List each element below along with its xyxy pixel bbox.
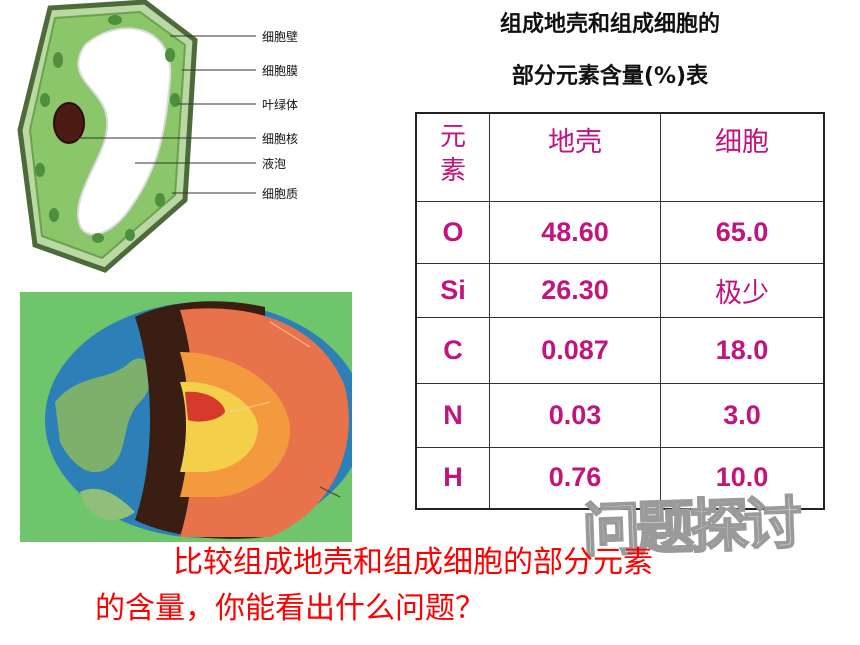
element-content-table: 元素 地壳 细胞 O 48.60 65.0 Si 26.30 极少 C 0.08…: [415, 112, 825, 510]
label-chloroplast: 叶绿体: [262, 98, 299, 112]
cell-cell-value: 18.0: [660, 316, 825, 384]
label-nucleus: 细胞核: [262, 132, 299, 146]
cell-crust-value: 48.60: [489, 200, 661, 264]
cell-crust-value: 0.087: [489, 316, 661, 384]
label-cell-wall: 细胞壁: [262, 30, 299, 44]
table-title-line2: 部分元素含量(%)表: [511, 64, 709, 89]
question-line2: 的含量，你能看出什么问题？: [95, 591, 485, 626]
table-row: H 0.76 10.0: [415, 446, 825, 510]
plant-cell-diagram: 细胞壁 细胞膜 叶绿体 细胞核 液泡 细胞质: [10, 0, 320, 275]
label-cytoplasm: 细胞质: [262, 187, 299, 201]
table-row: C 0.087 18.0: [415, 316, 825, 384]
label-vacuole: 液泡: [262, 157, 287, 171]
header-cell: 细胞: [660, 112, 825, 202]
cell-cell-value: 65.0: [660, 200, 825, 264]
cell-cell-value: 10.0: [660, 446, 825, 510]
cell-cell-value: 极少: [660, 262, 825, 318]
table-row: Si 26.30 极少: [415, 262, 825, 318]
cell-element: Si: [415, 262, 490, 318]
header-element: 元素: [415, 112, 490, 202]
plant-cell-illustration: [17, 0, 256, 273]
cell-element: H: [415, 446, 490, 510]
table-title-line1: 组成地壳和组成细胞的: [499, 12, 720, 37]
table-row: O 48.60 65.0: [415, 200, 825, 264]
cell-element: C: [415, 316, 490, 384]
cell-element: O: [415, 200, 490, 264]
question-line1: 比较组成地壳和组成细胞的部分元素: [173, 545, 653, 580]
header-crust: 地壳: [489, 112, 661, 202]
cell-cell-value: 3.0: [660, 382, 825, 448]
earth-cross-section-image: [20, 292, 352, 542]
cell-crust-value: 0.76: [489, 446, 661, 510]
label-cell-membrane: 细胞膜: [262, 64, 299, 78]
cell-crust-value: 0.03: [489, 382, 661, 448]
cell-element: N: [415, 382, 490, 448]
cell-crust-value: 26.30: [489, 262, 661, 318]
discussion-question: 比较组成地壳和组成细胞的部分元素 的含量，你能看出什么问题？: [95, 540, 815, 632]
header-element-text: 元素: [440, 122, 467, 186]
earth-illustration: [45, 301, 352, 539]
table-row: N 0.03 3.0: [415, 382, 825, 448]
table-header-row: 元素 地壳 细胞: [415, 112, 825, 202]
